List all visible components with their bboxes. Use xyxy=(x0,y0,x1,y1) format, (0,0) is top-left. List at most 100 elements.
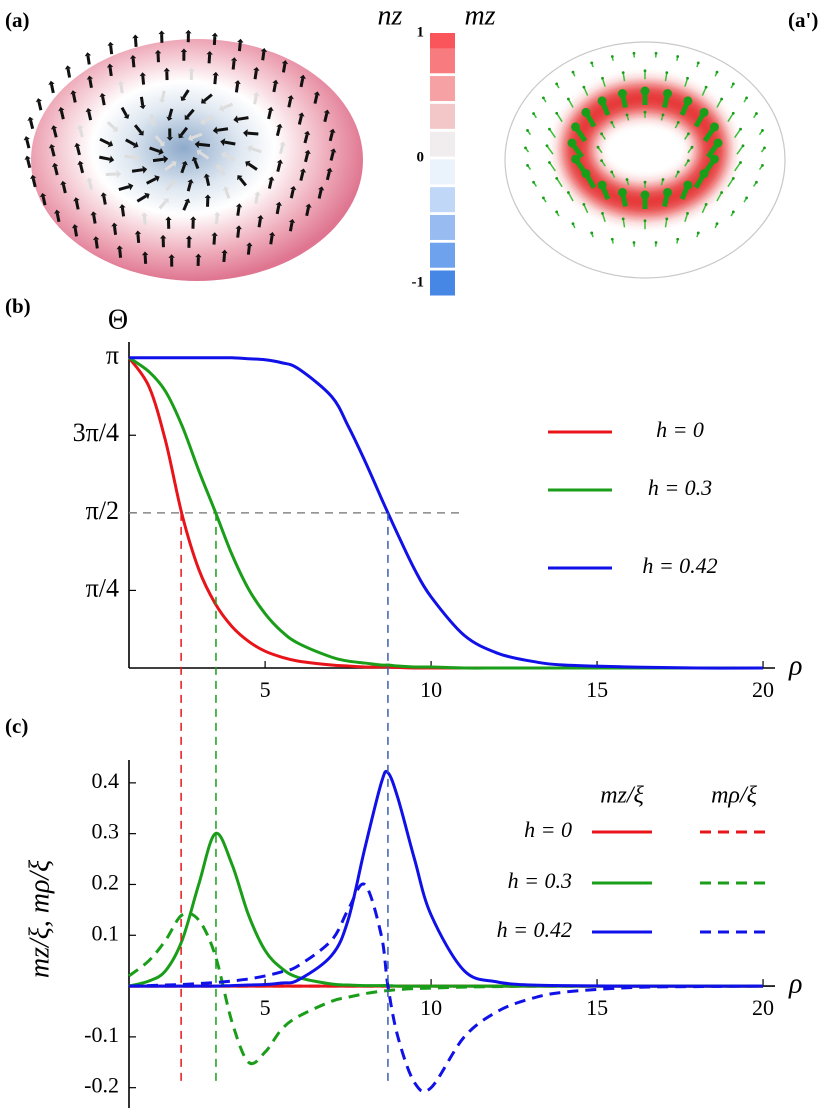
spin-arrow-shaft xyxy=(301,78,303,87)
spin-arrow-shaft xyxy=(216,215,217,224)
x-tick-label: 20 xyxy=(752,677,774,702)
spin-arrow-shaft xyxy=(27,140,29,149)
spin-arrow-shaft xyxy=(248,246,249,255)
mag-arrow-head xyxy=(633,241,636,244)
spin-arrow-shaft xyxy=(255,96,257,105)
spin-arrow-shaft xyxy=(57,213,59,222)
mag-arrow-head xyxy=(697,232,700,235)
legend-label: h = 0.3 xyxy=(648,475,712,500)
spin-arrow-shaft xyxy=(81,164,83,173)
y-tick-label: 0.3 xyxy=(92,819,120,844)
mag-arrow-head xyxy=(663,89,672,98)
mag-arrow-head xyxy=(546,144,549,147)
mag-arrow-head xyxy=(524,147,527,150)
mag-arrow-head xyxy=(555,112,558,115)
spin-arrow-shaft xyxy=(103,96,105,105)
mag-arrow-head xyxy=(611,55,614,58)
mag-arrow-head xyxy=(700,108,709,117)
spin-arrow-shaft xyxy=(121,84,122,93)
mag-arrow-head xyxy=(663,188,672,197)
spin-arrow-shaft xyxy=(280,145,282,154)
mag-arrow-head xyxy=(610,171,613,174)
mag-arrow-head xyxy=(705,203,708,206)
mag-arrow-head xyxy=(677,171,680,174)
spin-arrow-shaft xyxy=(225,142,236,144)
legend-header: mz/ξ xyxy=(600,783,644,809)
x-tick-label: 15 xyxy=(586,677,608,702)
spin-arrow-shaft xyxy=(305,153,307,162)
data-line xyxy=(129,358,763,668)
panel-label: (c) xyxy=(5,714,28,738)
spin-arrow-shaft xyxy=(239,42,240,51)
x-tick-label: 20 xyxy=(752,995,774,1020)
legend-header: mρ/ξ xyxy=(711,783,758,809)
mag-arrow-head xyxy=(555,177,558,180)
spin-arrow-shaft xyxy=(153,159,164,160)
spin-arrow-shaft xyxy=(75,228,76,237)
mag-arrow-head xyxy=(687,159,690,162)
spin-arrow-shaft xyxy=(89,111,91,120)
mag-arrow-head xyxy=(732,82,735,85)
spin-arrow-shaft xyxy=(162,91,164,100)
mag-arrow-head xyxy=(644,69,647,72)
spin-arrow-shaft xyxy=(259,219,260,228)
spin-arrow-shaft xyxy=(263,52,264,61)
colorbar-tick-label: -1 xyxy=(412,274,425,290)
spin-arrow-shaft xyxy=(289,99,291,108)
mag-arrow-head xyxy=(622,71,625,74)
skyrmion-texture xyxy=(31,39,363,281)
spin-arrow-shaft xyxy=(238,207,239,216)
mag-arrow-head xyxy=(755,112,758,115)
spin-arrow-shaft xyxy=(274,83,276,92)
legend-label: h = 0 xyxy=(524,817,572,842)
mag-arrow-head xyxy=(626,113,629,116)
mag-arrow-head xyxy=(582,203,585,206)
mag-arrow-head xyxy=(644,181,647,184)
mag-arrow-head xyxy=(739,161,742,164)
mag-arrow-head xyxy=(655,241,658,244)
mag-arrow-head xyxy=(665,71,668,74)
spin-arrow-shaft xyxy=(217,129,228,131)
colorbar: 10-1 xyxy=(412,24,456,295)
colorbar-step xyxy=(430,48,455,73)
spin-arrow-shaft xyxy=(255,70,256,79)
spin-arrow-shaft xyxy=(73,94,75,103)
spin-arrow-shaft xyxy=(31,120,33,129)
spin-arrow-shaft xyxy=(269,110,271,119)
spin-arrow-shaft xyxy=(104,196,106,205)
spin-arrow-shaft xyxy=(305,134,307,143)
spin-arrow-shaft xyxy=(88,56,89,65)
spin-arrow-shaft xyxy=(283,64,284,73)
mag-arrow-head xyxy=(542,197,545,200)
spin-arrow-shaft xyxy=(224,253,225,262)
mag-arrow-head xyxy=(676,238,679,241)
spin-arrow-shaft xyxy=(319,190,321,199)
spin-arrow-shaft xyxy=(133,58,134,67)
mag-arrow-head xyxy=(732,211,735,214)
y-tick-label: π xyxy=(106,341,119,370)
mag-arrow-head xyxy=(683,181,692,190)
spin-arrow-shaft xyxy=(269,180,271,189)
spin-arrow-shaft xyxy=(54,129,56,138)
mag-arrow-head xyxy=(720,191,723,194)
mag-arrow-head xyxy=(526,164,529,167)
mag-arrow-head xyxy=(555,211,558,214)
colorbar-label: nz xyxy=(378,0,403,31)
mag-arrow-head xyxy=(714,139,723,148)
spin-arrow-shaft xyxy=(125,156,136,158)
spin-arrow-shaft xyxy=(238,229,239,238)
panel-label: (b) xyxy=(5,294,31,318)
spin-arrow-head xyxy=(132,35,138,39)
spin-arrow-shaft xyxy=(90,79,92,88)
spin-arrow-shaft xyxy=(271,236,272,245)
mag-arrow-head xyxy=(590,61,593,64)
colorbar-step xyxy=(430,243,455,268)
y-axis-label: Θ xyxy=(108,304,128,335)
mag-arrow-head xyxy=(644,111,647,114)
spin-arrow-shaft xyxy=(330,132,332,141)
spin-arrow-shaft xyxy=(327,171,329,180)
x-axis-label: ρ xyxy=(788,968,802,999)
spin-arrow-shaft xyxy=(96,240,97,249)
y-axis-label: mz/ξ, mρ/ξ xyxy=(24,860,55,978)
y-tick-label: -0.1 xyxy=(84,1022,119,1047)
